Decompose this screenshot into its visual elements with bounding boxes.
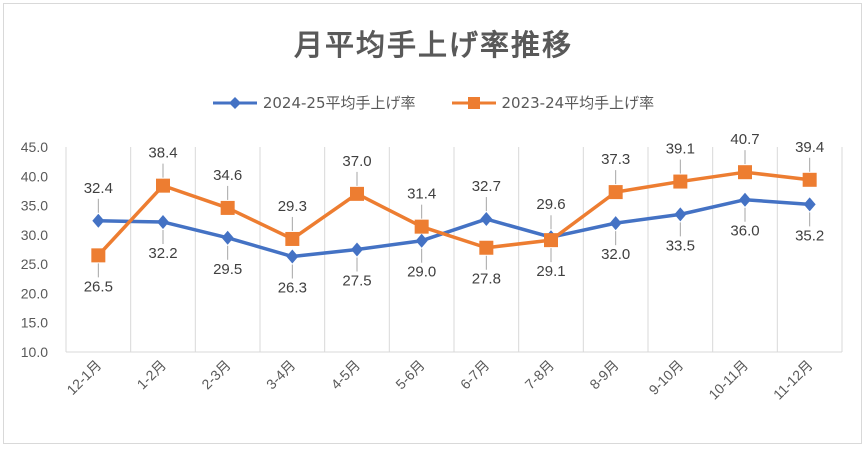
legend-label: 2024-25平均手上げ率 (262, 94, 416, 112)
data-point-square (673, 174, 688, 189)
chart-frame (3, 3, 862, 444)
data-point-square (156, 178, 170, 193)
data-label: 26.3 (278, 280, 307, 297)
legend: 2024-25平均手上げ率 2023-24平均手上げ率 (0, 92, 867, 113)
data-point-diamond (674, 207, 687, 222)
y-tick-label: 10.0 (21, 344, 48, 360)
data-label: 27.5 (342, 273, 371, 290)
data-label: 29.6 (536, 196, 565, 213)
x-tick-label: 9-10月 (645, 357, 686, 398)
data-label: 37.0 (342, 153, 371, 170)
x-tick-label: 12-1月 (63, 357, 104, 398)
data-point-diamond (351, 242, 363, 257)
x-tick-label: 8-9月 (586, 357, 622, 393)
x-tick-label: 11-12月 (770, 357, 816, 403)
data-point-diamond (286, 249, 299, 264)
data-label: 26.5 (84, 278, 113, 295)
legend-marker-diamond-icon (212, 96, 257, 109)
data-point-diamond (415, 233, 428, 248)
y-tick-label: 40.0 (21, 168, 48, 184)
x-tick-label: 10-11月 (705, 357, 751, 403)
data-label: 29.3 (278, 198, 307, 215)
data-label: 39.1 (666, 141, 695, 158)
data-label: 32.2 (148, 245, 177, 262)
data-label: 29.1 (536, 263, 565, 280)
y-tick-label: 20.0 (21, 285, 48, 301)
data-label: 33.5 (666, 237, 695, 254)
data-point-square (802, 172, 817, 187)
data-label: 31.4 (407, 186, 436, 203)
data-point-diamond (803, 197, 816, 212)
data-point-square (414, 219, 429, 234)
data-label: 40.7 (730, 131, 759, 148)
data-label: 32.0 (601, 246, 630, 263)
data-point-diamond (609, 216, 622, 231)
data-point-square (350, 186, 364, 201)
data-point-square (544, 233, 558, 248)
y-tick-label: 30.0 (21, 227, 48, 243)
series-line (97, 170, 810, 257)
data-point-square (738, 165, 752, 180)
x-tick-label: 6-7月 (457, 357, 493, 393)
data-label: 32.4 (84, 180, 113, 197)
data-label: 29.5 (213, 261, 242, 278)
legend-marker-square-icon (451, 96, 496, 109)
data-label: 38.4 (148, 145, 177, 162)
x-tick-label: 7-8月 (522, 357, 558, 393)
data-label: 36.0 (730, 223, 759, 240)
data-point-square (479, 240, 494, 255)
data-label: 35.2 (795, 227, 824, 244)
data-point-square (91, 248, 106, 263)
y-tick-label: 35.0 (21, 198, 48, 214)
legend-item-2023-24: 2023-24平均手上げ率 (451, 92, 655, 113)
legend-item-2024-25: 2024-25平均手上げ率 (212, 92, 416, 113)
data-label: 34.6 (213, 167, 242, 184)
data-label: 29.0 (407, 264, 436, 281)
data-point-diamond (221, 230, 234, 245)
x-tick-label: 5-6月 (392, 357, 428, 393)
chart-title: 月平均手上げ率推移 (293, 28, 573, 62)
y-tick-label: 15.0 (21, 315, 48, 331)
data-point-square (608, 185, 623, 200)
data-point-diamond (92, 213, 105, 228)
data-label: 39.4 (795, 139, 824, 156)
data-point-diamond (739, 192, 751, 207)
x-tick-label: 1-2月 (134, 357, 170, 393)
legend-label: 2023-24平均手上げ率 (501, 94, 655, 112)
data-label: 27.8 (472, 271, 501, 288)
data-point-square (285, 231, 300, 246)
data-point-diamond (157, 214, 169, 229)
data-label: 37.3 (601, 151, 630, 168)
data-point-square (220, 200, 235, 215)
x-tick-label: 3-4月 (263, 357, 299, 393)
y-tick-label: 45.0 (21, 139, 48, 155)
y-tick-label: 25.0 (21, 256, 48, 272)
data-point-diamond (480, 212, 493, 227)
series-line (98, 197, 810, 259)
x-tick-label: 4-5月 (328, 357, 364, 393)
data-label: 32.7 (472, 178, 501, 195)
x-tick-label: 2-3月 (198, 357, 234, 393)
